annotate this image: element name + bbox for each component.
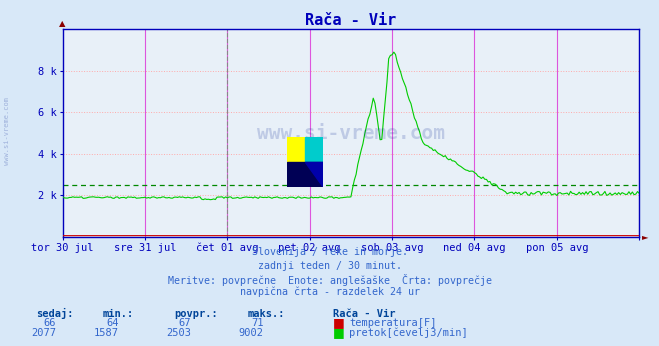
Text: 1587: 1587 — [94, 328, 119, 338]
Text: sedaj:: sedaj: — [36, 308, 74, 319]
Text: zadnji teden / 30 minut.: zadnji teden / 30 minut. — [258, 261, 401, 271]
Text: 71: 71 — [251, 318, 264, 328]
Text: 9002: 9002 — [239, 328, 264, 338]
Text: temperatura[F]: temperatura[F] — [349, 318, 437, 328]
Bar — [287, 162, 323, 187]
Text: min.:: min.: — [102, 309, 133, 319]
Text: www.si-vreme.com: www.si-vreme.com — [3, 98, 10, 165]
Text: 2077: 2077 — [31, 328, 56, 338]
Text: 67: 67 — [179, 318, 191, 328]
Text: www.si-vreme.com: www.si-vreme.com — [257, 124, 445, 143]
Text: povpr.:: povpr.: — [175, 309, 218, 319]
Text: 64: 64 — [106, 318, 119, 328]
Title: Rača - Vir: Rača - Vir — [305, 13, 397, 28]
Polygon shape — [304, 162, 323, 187]
Text: Slovenija / reke in morje.: Slovenija / reke in morje. — [252, 247, 407, 257]
Text: navpična črta - razdelek 24 ur: navpična črta - razdelek 24 ur — [239, 287, 420, 297]
Text: ■: ■ — [333, 326, 345, 339]
Text: 66: 66 — [43, 318, 56, 328]
Bar — [287, 137, 304, 162]
Text: ■: ■ — [333, 316, 345, 329]
Text: pretok[čevelj3/min]: pretok[čevelj3/min] — [349, 327, 468, 338]
Text: maks.:: maks.: — [247, 309, 285, 319]
Text: 2503: 2503 — [166, 328, 191, 338]
Text: ►: ► — [642, 233, 648, 242]
Bar — [304, 137, 323, 162]
Text: ▲: ▲ — [59, 19, 66, 28]
Text: Meritve: povprečne  Enote: anglešaške  Črta: povprečje: Meritve: povprečne Enote: anglešaške Črt… — [167, 274, 492, 286]
Text: Rača - Vir: Rača - Vir — [333, 309, 395, 319]
